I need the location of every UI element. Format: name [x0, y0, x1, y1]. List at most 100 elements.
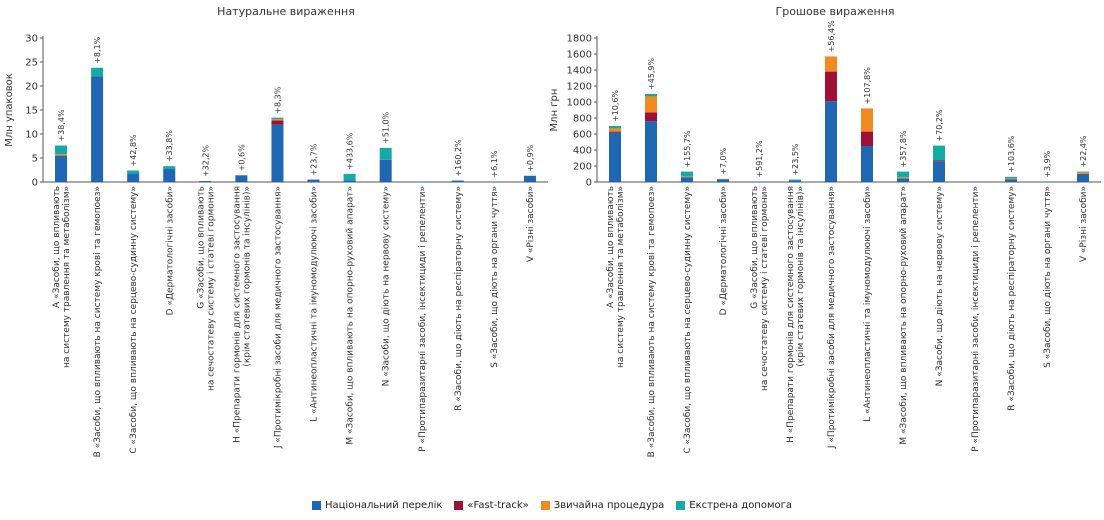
- bar-annotation-1-4: +591,2%: [755, 140, 764, 178]
- bar-annotation-0-9: +51,0%: [382, 111, 391, 144]
- bar-0-6-1: [271, 120, 284, 125]
- y-tick-label-1-6: 1200: [567, 82, 592, 93]
- bar-1-9-1: [933, 160, 945, 162]
- legend-label-1: «Fast-track»: [467, 500, 529, 511]
- category-label-1-0: A «Засоби, що впливаютьна систему травле…: [606, 186, 626, 368]
- y-tick-label-0-2: 10: [25, 130, 38, 141]
- bar-annotation-0-4: +32,2%: [201, 145, 210, 178]
- category-label-1-3: D «Дерматологічні засоби»: [719, 186, 729, 315]
- bar-1-2-2: [681, 176, 693, 178]
- bar-0-12-0: [487, 181, 500, 183]
- category-label-1-10: P «Протипаразитарні засоби, інсектициди …: [971, 186, 981, 452]
- y-tick-label-1-3: 600: [573, 130, 592, 141]
- bar-annotation-0-11: +160,2%: [454, 139, 463, 177]
- y-tick-label-1-9: 1800: [567, 34, 592, 45]
- bar-1-1-2: [645, 96, 657, 113]
- bar-1-13-2: [1077, 172, 1089, 174]
- bar-annotation-0-5: +0,6%: [237, 144, 246, 171]
- bar-1-0-2: [609, 128, 621, 132]
- bar-0-8-3: [343, 173, 356, 181]
- y-tick-label-0-0: 0: [32, 178, 38, 189]
- bar-annotation-1-7: +107,8%: [863, 67, 872, 105]
- legend: Національний перелік «Fast-track» Звичайна…: [0, 500, 1104, 513]
- bar-0-6-3: [271, 117, 284, 120]
- legend-item-2: Звичайна процедура: [540, 500, 665, 511]
- bar-1-0-0: [609, 132, 621, 182]
- bar-1-8-3: [897, 171, 909, 178]
- y-tick-label-1-0: 0: [586, 178, 592, 189]
- bar-0-1-3: [91, 67, 104, 77]
- chart-title-1: Грошове вираження: [776, 5, 895, 18]
- category-label-0-7: L «Антинеопластичні та імуномодулюючі за…: [310, 186, 320, 422]
- y-tick-label-0-1: 5: [32, 154, 38, 165]
- category-label-0-6: J «Протимікробні засоби для медичного за…: [273, 186, 283, 449]
- bar-1-11-2: [1005, 178, 1017, 180]
- bar-1-11-1: [1005, 179, 1017, 180]
- category-label-1-5: H «Препарати гормонів для системного зас…: [786, 186, 806, 443]
- bar-1-11-3: [1005, 176, 1017, 179]
- bar-annotation-0-1: +8,1%: [93, 36, 102, 63]
- bar-annotation-1-11: +103,6%: [1007, 135, 1016, 173]
- bar-annotation-1-13: +22,4%: [1079, 135, 1088, 168]
- bar-1-9-3: [933, 145, 945, 161]
- bar-0-13-0: [523, 175, 536, 182]
- y-tick-label-1-7: 1400: [567, 66, 592, 77]
- bar-annotation-1-5: +23,5%: [791, 143, 800, 176]
- legend-item-0: Національний перелік: [311, 500, 442, 511]
- legend-label-2: Звичайна процедура: [553, 500, 665, 511]
- bar-1-13-0: [1077, 174, 1089, 182]
- bar-annotation-1-3: +7,0%: [719, 147, 728, 174]
- bar-annotation-0-6: +8,3%: [273, 86, 282, 113]
- bar-0-1-0: [91, 76, 104, 182]
- bar-0-2-0: [127, 173, 140, 182]
- y-tick-label-0-5: 25: [25, 58, 38, 69]
- category-label-1-7: L «Антинеопластичні та імуномодулюючі за…: [863, 186, 873, 422]
- category-label-0-10: P «Протипаразитарні засоби, інсектициди …: [418, 186, 428, 452]
- bar-1-7-0: [861, 146, 873, 182]
- legend-swatch-1: [454, 501, 464, 510]
- legend-swatch-2: [540, 501, 550, 510]
- y-axis-label-1: Млн грн: [549, 89, 560, 132]
- bar-1-6-2: [825, 56, 837, 72]
- bar-0-6-2: [271, 119, 284, 121]
- bar-annotation-0-8: +433,6%: [346, 132, 355, 170]
- bar-annotation-1-9: +70,2%: [935, 109, 944, 142]
- category-label-1-8: M «Засоби, що впливають на опорно-рухови…: [899, 186, 909, 445]
- bar-1-1-0: [645, 121, 657, 182]
- y-tick-label-1-5: 1000: [567, 98, 592, 109]
- legend-swatch-3: [676, 501, 686, 510]
- category-label-0-3: D «Дерматологічні засоби»: [165, 186, 175, 315]
- category-label-1-6: J «Протимікробні засоби для медичного за…: [827, 186, 837, 449]
- y-tick-label-0-4: 20: [25, 82, 38, 93]
- y-tick-label-1-8: 1600: [567, 50, 592, 61]
- category-label-0-1: B «Засоби, що впливають на систему крові…: [93, 186, 103, 457]
- bar-0-0-0: [55, 155, 68, 182]
- category-label-0-4: G «Засоби, що впливаютьна сечостатеву си…: [196, 186, 216, 391]
- bar-0-3-0: [163, 169, 176, 182]
- bar-0-5-0: [235, 175, 248, 182]
- bar-1-6-0: [825, 101, 837, 182]
- bar-1-7-2: [861, 108, 873, 132]
- bar-1-7-1: [861, 131, 873, 146]
- bar-annotation-1-6: +56,4%: [827, 20, 836, 53]
- bar-annotation-1-12: +3,9%: [1043, 150, 1052, 177]
- bar-1-8-2: [897, 177, 909, 179]
- bar-annotation-0-13: +0,9%: [526, 144, 535, 171]
- bar-1-6-1: [825, 71, 837, 102]
- category-label-1-1: B «Засоби, що впливають на систему крові…: [647, 186, 657, 457]
- bar-1-8-0: [897, 178, 909, 182]
- bar-annotation-0-0: +38,4%: [57, 109, 66, 142]
- bar-1-9-0: [933, 161, 945, 182]
- bar-0-9-3: [379, 147, 392, 160]
- category-label-0-12: S «Засоби, що діють на органи чуття»: [490, 186, 500, 368]
- category-label-1-13: V «Різні засоби»: [1079, 186, 1089, 262]
- legend-item-1: «Fast-track»: [454, 500, 529, 511]
- bar-1-4-0: [753, 181, 765, 183]
- bar-annotation-0-12: +6,1%: [490, 150, 499, 177]
- bar-1-0-1: [609, 131, 621, 133]
- bar-0-9-0: [379, 159, 392, 182]
- category-label-0-0: A «Засоби, що впливаютьна систему травле…: [52, 186, 72, 368]
- bar-1-0-3: [609, 126, 621, 129]
- legend-label-3: Екстрена допомога: [689, 500, 793, 511]
- category-label-0-2: C «Засоби, що впливають на серцево-судин…: [129, 186, 139, 454]
